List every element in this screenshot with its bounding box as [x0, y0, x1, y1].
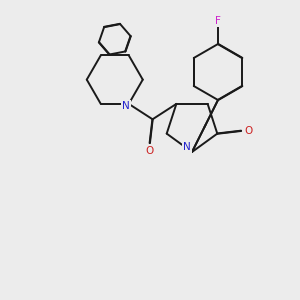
Text: N: N — [183, 142, 191, 152]
Text: O: O — [244, 126, 252, 136]
Text: F: F — [215, 16, 221, 26]
Text: O: O — [146, 146, 154, 156]
Text: N: N — [122, 101, 130, 111]
